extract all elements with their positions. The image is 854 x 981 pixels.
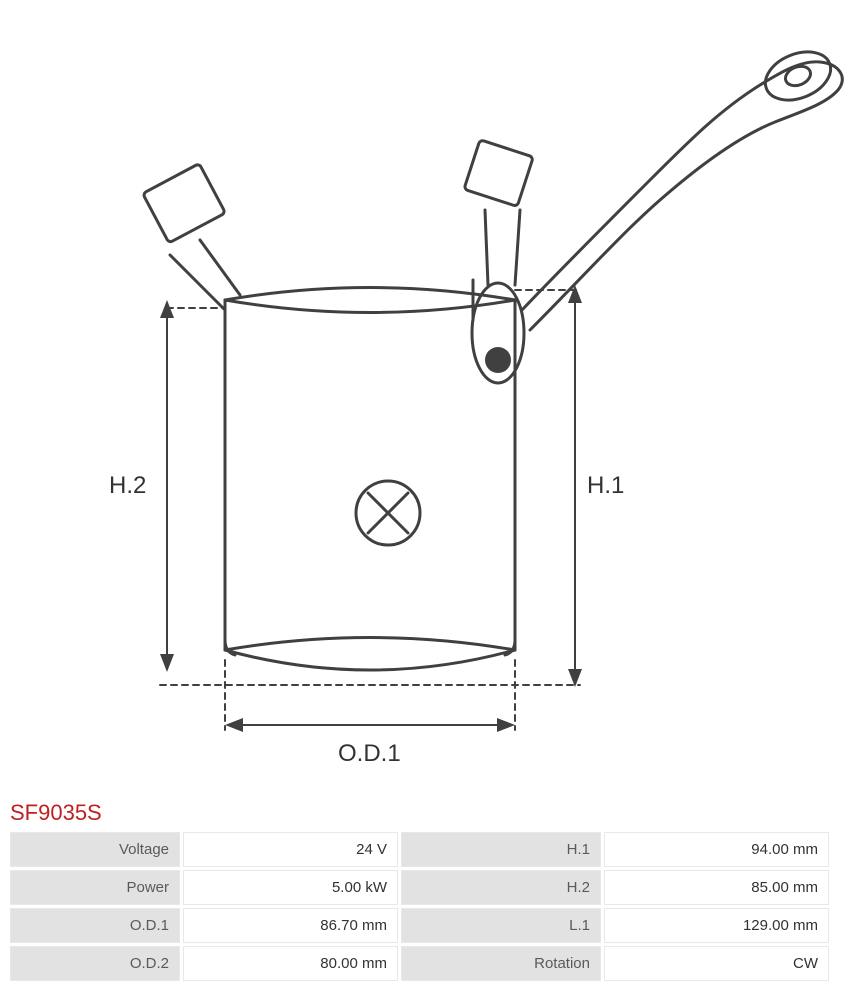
spec-value: 24 V	[183, 832, 398, 867]
spec-value: 129.00 mm	[604, 908, 829, 943]
spec-label: Voltage	[10, 832, 180, 867]
label-od1: O.D.1	[338, 740, 401, 768]
technical-diagram: H.2 H.1 O.D.1	[0, 0, 854, 800]
product-code: SF9035S	[0, 800, 854, 832]
spec-value: 5.00 kW	[183, 870, 398, 905]
spec-label: H.1	[401, 832, 601, 867]
spec-label: L.1	[401, 908, 601, 943]
spec-label: Power	[10, 870, 180, 905]
spec-label: H.2	[401, 870, 601, 905]
spec-value: 80.00 mm	[183, 946, 398, 981]
spec-label: Rotation	[401, 946, 601, 981]
spec-table: Voltage 24 V H.1 94.00 mm Power 5.00 kW …	[0, 832, 854, 981]
label-h2: H.2	[109, 472, 146, 500]
spec-value: 85.00 mm	[604, 870, 829, 905]
spec-value: 94.00 mm	[604, 832, 829, 867]
label-h1: H.1	[587, 472, 624, 500]
spec-value: 86.70 mm	[183, 908, 398, 943]
spec-label: O.D.2	[10, 946, 180, 981]
spec-value: CW	[604, 946, 829, 981]
spec-label: O.D.1	[10, 908, 180, 943]
diagram-svg	[0, 0, 854, 800]
